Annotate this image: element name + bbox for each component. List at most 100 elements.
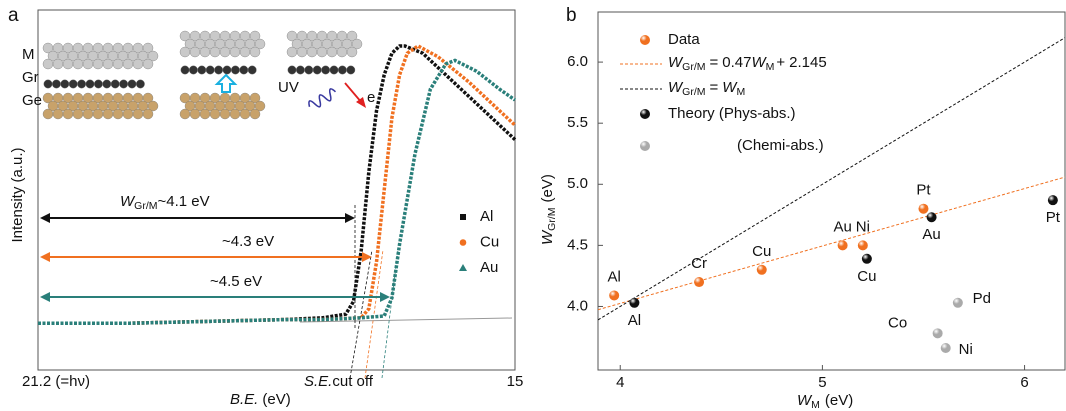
point [932, 328, 943, 339]
arrowhead [40, 213, 50, 223]
atom [92, 58, 104, 70]
y-tick-label: 5.0 [567, 175, 588, 192]
y-axis-label-part: Gr/M [546, 208, 558, 231]
atom [249, 46, 261, 58]
point-label: Cu [857, 268, 876, 285]
atom [112, 58, 124, 70]
legend-label: Al [480, 208, 493, 225]
atom [230, 65, 240, 75]
atom [147, 100, 159, 112]
atom [205, 65, 215, 75]
atom [219, 46, 231, 58]
spectrum [38, 44, 517, 325]
atom [102, 79, 112, 89]
legend-label-part: = [710, 54, 719, 71]
atom [142, 58, 154, 70]
annotation: WGr/M~4.1 eV [120, 193, 210, 212]
atom [42, 58, 54, 70]
atom [85, 79, 95, 89]
atom [188, 65, 198, 75]
atom [62, 108, 74, 120]
x-axis-label-part: M [811, 399, 820, 411]
point [756, 264, 767, 275]
uv-label: UV [278, 79, 299, 96]
atom [316, 46, 328, 58]
y-tick-label: 4.0 [567, 297, 588, 314]
atom [209, 46, 221, 58]
legend-label-part: 0.47 [722, 54, 751, 71]
atom [346, 46, 358, 58]
atom [249, 108, 261, 120]
layer-label: M [22, 46, 35, 63]
x-tick-label: 5 [818, 374, 826, 391]
atom [351, 38, 363, 50]
point-label: Cu [752, 243, 771, 260]
frame-a [37, 9, 516, 371]
atom [179, 46, 191, 58]
y-axis-label-part: W [539, 229, 556, 245]
legend-label: (Chemi-abs.) [737, 137, 824, 154]
point-label: Co [888, 314, 907, 331]
atom [329, 65, 339, 75]
atom [122, 58, 134, 70]
x-tick-label: 21.2 (=hν) [22, 373, 90, 390]
atom [180, 65, 190, 75]
legend-marker [640, 109, 650, 119]
legend-label: Au [480, 259, 498, 276]
point-label: Pt [916, 182, 931, 199]
atom [254, 100, 266, 112]
atom [42, 108, 54, 120]
legend-label: Cu [480, 233, 499, 250]
point [837, 240, 848, 251]
atom [346, 65, 356, 75]
tangent [364, 249, 384, 379]
point [861, 253, 872, 264]
atom [346, 30, 358, 42]
atom [295, 65, 305, 75]
y-axis-label: WGr/M (eV) [539, 174, 558, 245]
atom [337, 65, 347, 75]
atom [102, 58, 114, 70]
cutoff-label-part: cut off [332, 373, 373, 390]
atom [199, 108, 211, 120]
arrowhead [40, 252, 50, 262]
point [918, 203, 929, 214]
spectrum [38, 58, 517, 325]
point-label: Ni [856, 218, 870, 235]
annotation-part: ~4.1 eV [158, 193, 210, 210]
point [629, 297, 640, 308]
x-tick-label: 6 [1020, 374, 1028, 391]
atom [249, 30, 261, 42]
point [609, 290, 620, 301]
tangent [349, 249, 373, 379]
legend-label-part: M [766, 61, 775, 73]
atom [304, 65, 314, 75]
annotation-part: W [120, 193, 136, 210]
x-axis-label-part: W [797, 392, 813, 409]
fit-line [598, 176, 1065, 311]
arrowhead [380, 292, 390, 302]
atom [247, 65, 257, 75]
atom [92, 108, 104, 120]
x-axis-label: WM (eV) [797, 392, 853, 411]
legend-label: Theory (Phys-abs.) [668, 105, 796, 122]
atom [43, 79, 53, 89]
point-label: Pd [973, 290, 991, 307]
uv-wave [308, 88, 337, 108]
y-tick-label: 5.5 [567, 114, 588, 131]
atom [197, 65, 207, 75]
up-arrow [214, 73, 238, 93]
electron-label: e [367, 89, 375, 106]
atom [72, 58, 84, 70]
atom [286, 46, 298, 58]
baseline [299, 317, 513, 323]
point [857, 240, 868, 251]
atom [132, 108, 144, 120]
atom [52, 79, 61, 89]
annotation: ~4.5 eV [210, 273, 262, 290]
atom [142, 42, 154, 54]
legend-marker [640, 141, 650, 151]
point [940, 343, 951, 354]
legend-marker [460, 214, 466, 220]
